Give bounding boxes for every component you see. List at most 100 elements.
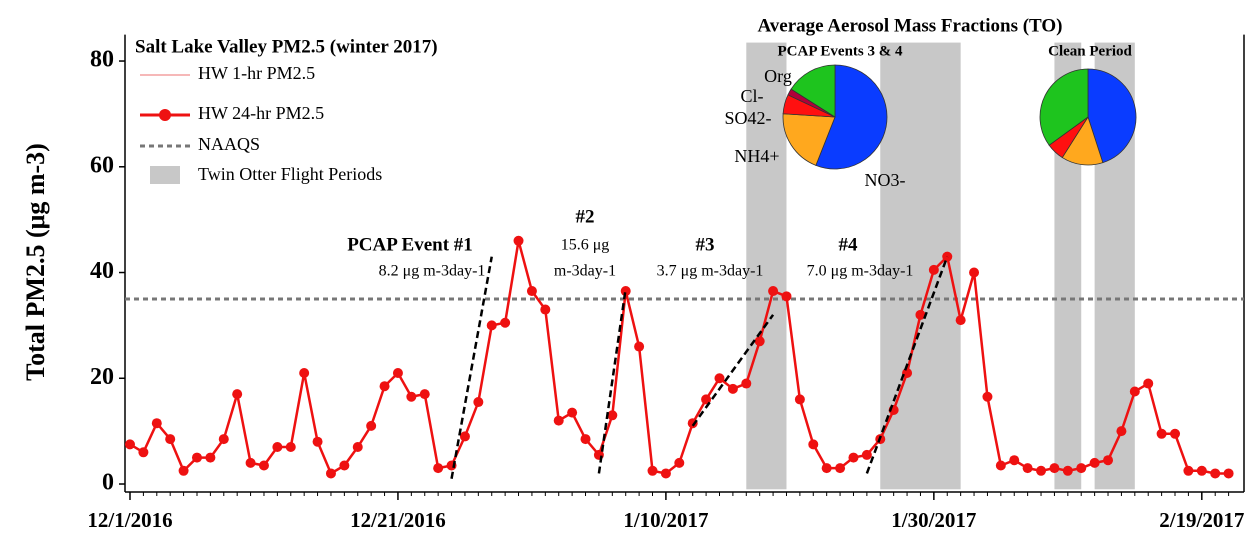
y-tick-label: 80: [90, 47, 114, 73]
annotation: #3: [696, 234, 715, 255]
data-point: [419, 389, 430, 400]
y-tick-label: 0: [102, 470, 114, 496]
data-point: [178, 465, 189, 476]
legend-label: Twin Otter Flight Periods: [198, 164, 382, 184]
data-point: [674, 457, 685, 468]
data-point: [486, 320, 497, 331]
data-point: [1143, 378, 1154, 389]
data-point: [433, 463, 444, 474]
x-tick-label: 12/1/2016: [87, 508, 172, 532]
data-point: [513, 235, 524, 246]
data-point: [620, 286, 631, 297]
data-point: [245, 457, 256, 468]
data-point: [138, 447, 149, 458]
data-point: [687, 418, 698, 429]
data-point: [526, 286, 537, 297]
data-point: [285, 442, 296, 453]
data-point: [232, 389, 243, 400]
data-point: [1022, 463, 1033, 474]
trend-line: [597, 288, 627, 474]
data-point: [151, 418, 162, 429]
pie-label: Org: [764, 66, 792, 86]
data-point: [902, 367, 913, 378]
data-point: [406, 391, 417, 402]
data-point: [607, 410, 618, 421]
data-point: [567, 407, 578, 418]
data-point: [125, 439, 135, 450]
data-point: [861, 449, 872, 460]
pie-label: SO42-: [724, 108, 771, 128]
data-point: [1210, 468, 1221, 479]
data-point: [741, 378, 752, 389]
y-tick-label: 60: [90, 152, 114, 178]
data-point: [634, 341, 645, 352]
legend-label: HW 1-hr PM2.5: [198, 63, 315, 83]
data-point: [808, 439, 819, 450]
data-point: [768, 286, 779, 297]
annotation: PCAP Event #1: [347, 234, 473, 255]
legend-marker: [159, 109, 171, 121]
data-point: [258, 460, 269, 471]
pie-title: PCAP Events 3 & 4: [778, 43, 903, 59]
data-point: [955, 315, 966, 326]
annotation: 7.0 μg m-3day-1: [807, 263, 914, 280]
data-point: [459, 431, 470, 442]
data-point: [915, 309, 926, 320]
data-point: [969, 267, 980, 278]
data-point: [205, 452, 216, 463]
data-point: [982, 391, 993, 402]
trend-line: [691, 314, 775, 427]
data-point: [647, 465, 658, 476]
data-point: [339, 460, 350, 471]
data-point: [781, 291, 792, 302]
data-point: [325, 468, 336, 479]
pies-title: Average Aerosol Mass Fractions (TO): [757, 15, 1062, 36]
data-point: [1089, 457, 1100, 468]
pie-slice: [1039, 68, 1089, 146]
data-point: [1223, 468, 1234, 479]
trend-line: [450, 256, 493, 479]
data-point: [1009, 455, 1020, 466]
annotation: 15.6 μg: [561, 237, 610, 254]
data-point: [1183, 465, 1194, 476]
data-point: [1049, 463, 1060, 474]
flight-period: [746, 42, 787, 490]
annotation: #4: [839, 234, 859, 255]
data-point: [312, 436, 323, 447]
pie-slice: [815, 64, 888, 170]
data-point: [1156, 428, 1167, 439]
annotation: 3.7 μg m-3day-1: [657, 263, 764, 280]
legend-title: Salt Lake Valley PM2.5 (winter 2017): [135, 36, 438, 57]
data-point: [272, 442, 283, 453]
annotation: m-3day-1: [554, 263, 616, 280]
pie-slice: [790, 64, 836, 118]
data-point: [540, 304, 551, 315]
data-point: [1103, 455, 1114, 466]
data-point: [1062, 465, 1073, 476]
data-point: [1116, 426, 1127, 437]
pie-label: NO3-: [865, 170, 906, 190]
data-point: [727, 383, 738, 394]
data-point: [580, 434, 591, 445]
data-point: [995, 460, 1006, 471]
data-point: [1129, 386, 1140, 397]
legend-label: HW 24-hr PM2.5: [198, 103, 324, 123]
y-axis-label: Total PM2.5 (μg m-3): [21, 143, 50, 381]
data-point: [218, 434, 229, 445]
data-point: [299, 367, 310, 378]
data-point: [165, 434, 176, 445]
data-point: [928, 264, 939, 275]
pie-title: Clean Period: [1048, 43, 1132, 59]
pie-label: NH4+: [734, 146, 779, 166]
data-point: [794, 394, 805, 405]
data-point: [848, 452, 859, 463]
data-point: [754, 336, 765, 347]
pie-slice: [1087, 68, 1137, 164]
data-point: [835, 463, 846, 474]
data-point: [1036, 465, 1047, 476]
data-point: [660, 468, 671, 479]
x-tick-label: 2/19/2017: [1159, 508, 1244, 532]
data-point: [473, 397, 484, 408]
data-point: [821, 463, 832, 474]
